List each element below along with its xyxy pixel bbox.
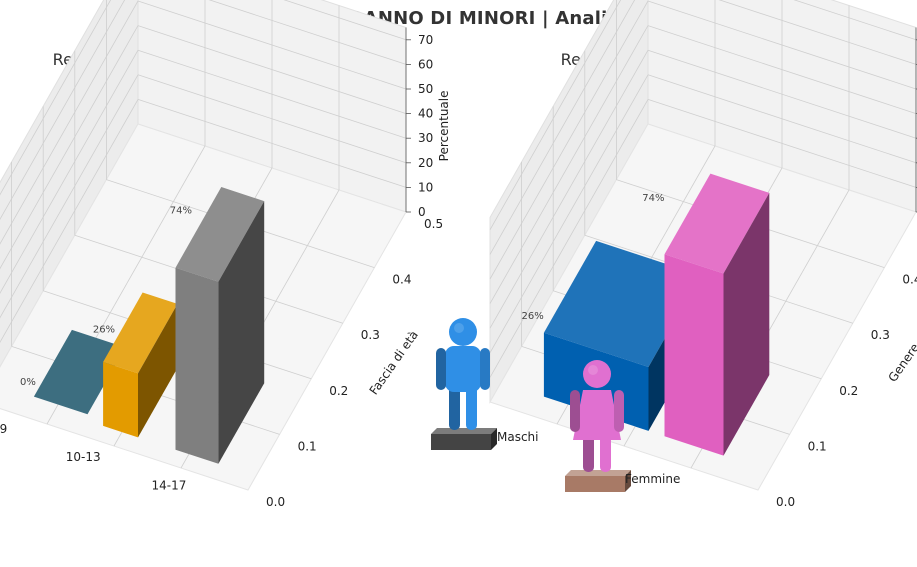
y-tick-label: 0.0: [776, 495, 795, 509]
figure-dress: [573, 390, 621, 440]
grid-line: [489, 50, 649, 329]
bar-top-face: [664, 173, 770, 274]
bar-value-label: 26%: [93, 325, 115, 336]
z-axis-label: Percentuale: [437, 90, 451, 161]
y-tick-label: 0.5: [424, 217, 443, 231]
bar-side-face: [138, 303, 178, 438]
bar-front-face: [664, 254, 724, 456]
x-tick-label: 0-9: [0, 422, 7, 436]
bar-14-17: [175, 187, 265, 464]
bar-top-face: [175, 187, 265, 282]
female-figure: Femmine: [565, 360, 680, 492]
z-tick-label: 40: [418, 107, 433, 121]
z-axis: 0 10 20 30 40 50 60 70 Percentuale: [405, 27, 451, 219]
bar-0-9: [33, 329, 126, 415]
grid-line: [0, 0, 126, 221]
grid-line: [489, 0, 649, 280]
grid-line: [489, 25, 649, 304]
grid-line: [0, 50, 139, 294]
x-tick-label: 10-13: [66, 450, 101, 464]
bar-value-label: 26%: [521, 311, 543, 322]
chart-3d-gender: 26%74%0.00.10.20.30.40.5Genere0102030405…: [489, 0, 917, 509]
bar-flat-face: [33, 329, 126, 415]
bar-Femmine: [664, 173, 770, 456]
y-tick-label: 0.2: [329, 384, 348, 398]
grid-line: [0, 0, 139, 245]
z-tick-label: 0: [418, 205, 426, 219]
male-figure: Maschi: [431, 318, 539, 450]
grid-line: [489, 0, 636, 255]
grid-line: [489, 99, 649, 378]
figure-base-side: [625, 470, 631, 492]
bar-side-face: [218, 201, 265, 464]
y-tick-label: 0.3: [361, 328, 380, 342]
figure-base-top: [431, 428, 497, 434]
z-tick-label: 10: [418, 180, 433, 194]
figure-arm: [436, 348, 446, 390]
y-tick-label: 0.1: [298, 439, 317, 453]
y-tick-label: 0.1: [808, 439, 827, 453]
bar-front-face: [103, 362, 138, 438]
grid-line: [283, 0, 407, 41]
figure-arm: [480, 348, 490, 390]
z-tick-label: 60: [418, 57, 433, 71]
z-tick-label: 20: [418, 156, 433, 170]
grid-line: [0, 0, 112, 196]
y-tick-label: 0.3: [871, 328, 890, 342]
y-tick-label: 0.0: [266, 495, 285, 509]
figure-leg: [466, 384, 477, 430]
figure-arm: [570, 390, 580, 432]
bar-value-label: 74%: [170, 205, 192, 216]
chart-3d-age: 0%26%74%0-910-1314-170.00.10.20.30.40.5F…: [0, 0, 451, 509]
grid-line: [0, 99, 139, 344]
bar-10-13: [103, 292, 178, 438]
bar-front-face: [175, 267, 219, 464]
grid-line: [793, 0, 917, 41]
grid-line: [0, 25, 139, 270]
figure-head: [449, 318, 477, 346]
y-axis-label: Genere: [885, 341, 917, 385]
grid-line: [489, 0, 622, 230]
x-tick-label: 14-17: [152, 478, 187, 492]
figure-label: Maschi: [497, 430, 539, 444]
figure-leg: [449, 384, 460, 430]
z-tick-label: 70: [418, 33, 433, 47]
figure-head-highlight: [454, 323, 464, 333]
grid-line: [0, 74, 139, 319]
figure-label: Femmine: [625, 472, 680, 486]
y-tick-label: 0.4: [902, 273, 917, 287]
figure-base-front: [565, 476, 625, 492]
figure-base-front: [431, 434, 491, 450]
bar-side-face: [723, 192, 770, 456]
bar-top-face: [543, 240, 701, 367]
figure-base-top: [565, 470, 631, 476]
figure-torso: [445, 346, 481, 392]
figure-head-highlight: [588, 365, 598, 375]
grid-line: [489, 74, 649, 353]
y-tick-label: 0.2: [839, 384, 858, 398]
bar-top-face: [103, 292, 178, 374]
bar-value-label: 74%: [642, 193, 664, 204]
figure-base-side: [491, 428, 497, 450]
z-tick-label: 50: [418, 82, 433, 96]
bar-value-label: 0%: [20, 377, 36, 388]
y-tick-label: 0.4: [392, 273, 411, 287]
figure-head: [583, 360, 611, 388]
figure-arm: [614, 390, 624, 432]
z-tick-label: 30: [418, 131, 433, 145]
